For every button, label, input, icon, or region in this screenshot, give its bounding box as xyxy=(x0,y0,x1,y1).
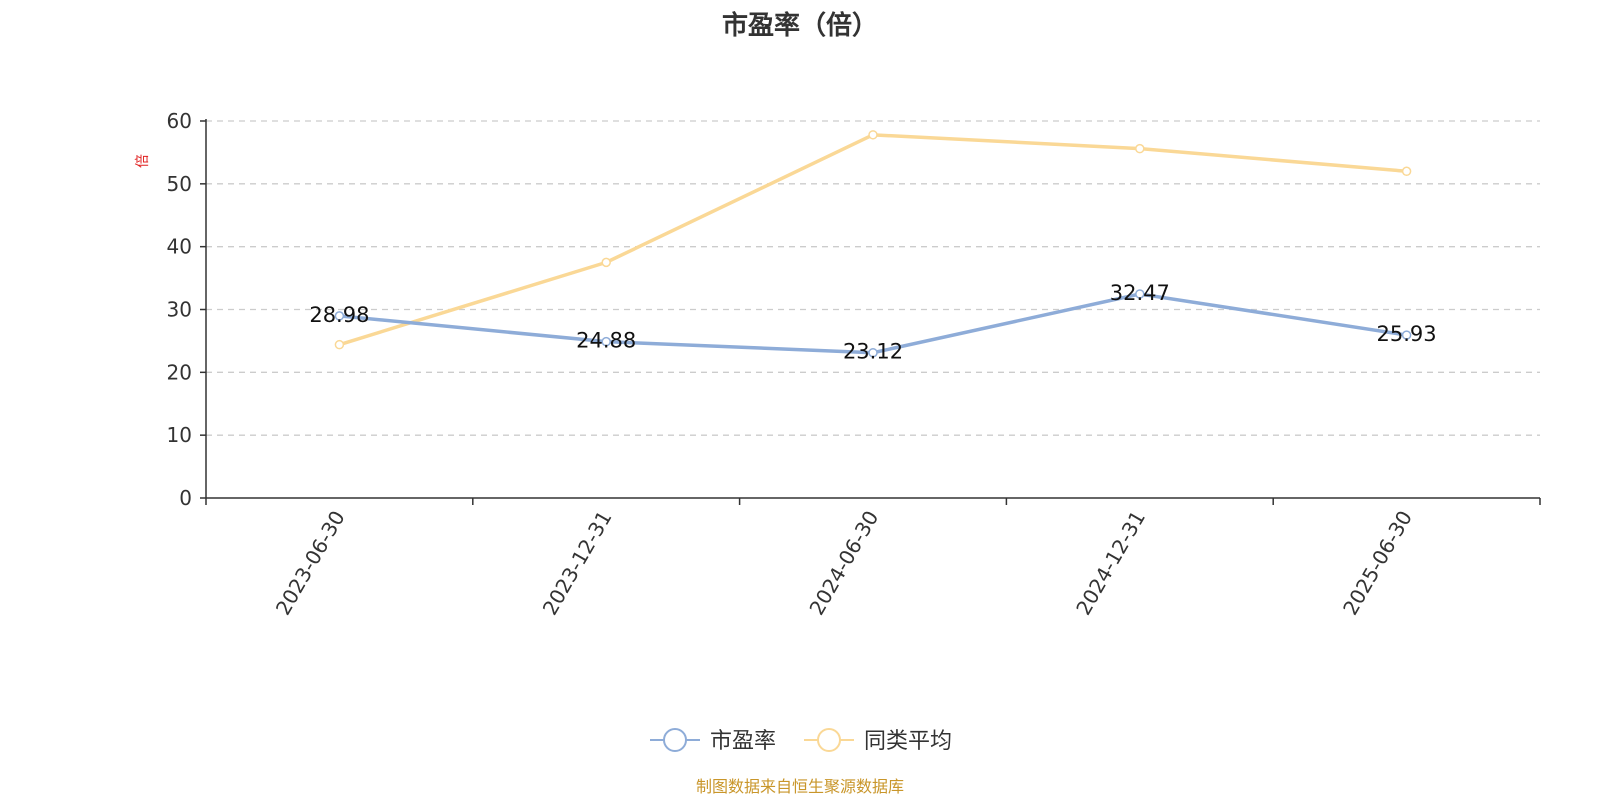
data-point[interactable] xyxy=(334,311,345,321)
x-tick-label: 2023-06-30 xyxy=(271,507,350,620)
axes: 0 10 20 30 40 50 60 2023-06-30 2023-12-31 2024-06… xyxy=(167,109,1541,620)
data-point[interactable] xyxy=(1135,289,1145,299)
source-footer: 制图数据来自恒生聚源数据库 xyxy=(696,777,904,796)
legend-item[interactable]: 市盈率 xyxy=(650,728,776,754)
legend-item[interactable]: 同类平均 xyxy=(804,728,952,754)
data-point[interactable] xyxy=(1135,143,1145,154)
x-tick-label: 2024-12-31 xyxy=(1071,507,1150,620)
data-point[interactable] xyxy=(868,347,878,358)
y-tick-label: 20 xyxy=(167,360,192,384)
data-label: 32.47 xyxy=(1110,281,1170,305)
data-label: 24.88 xyxy=(576,329,636,353)
data-point[interactable] xyxy=(601,336,611,347)
legend-label: 市盈率 xyxy=(710,729,776,754)
y-tick-label: 60 xyxy=(167,109,192,133)
data-point[interactable] xyxy=(1401,166,1412,177)
data-label: 28.98 xyxy=(309,303,369,327)
y-tick-label: 0 xyxy=(179,486,192,510)
x-tick-label: 2025-06-30 xyxy=(1338,507,1417,620)
legend[interactable]: 市盈率 同类平均 xyxy=(650,728,952,754)
data-point[interactable] xyxy=(334,339,345,350)
data-label: 23.12 xyxy=(843,340,903,364)
data-point[interactable] xyxy=(868,130,878,140)
y-tick-label: 10 xyxy=(167,423,192,447)
x-tick-label: 2023-12-31 xyxy=(538,507,617,620)
grid xyxy=(206,120,1540,436)
legend-marker-circle xyxy=(663,728,687,752)
legend-marker-circle xyxy=(817,728,841,752)
series-group: 28.98 24.88 23.12 32.47 25.93 xyxy=(309,130,1437,364)
chart-title: 市盈率（倍） xyxy=(722,10,878,41)
legend-label: 同类平均 xyxy=(864,729,952,754)
data-label: 25.93 xyxy=(1377,322,1437,346)
y-tick-label: 40 xyxy=(167,235,192,259)
x-tick-label: 2024-06-30 xyxy=(804,507,883,620)
y-unit-label-group: 倍 xyxy=(135,154,151,168)
data-point[interactable] xyxy=(601,257,611,268)
data-point[interactable] xyxy=(1401,330,1412,340)
y-tick-label: 30 xyxy=(167,298,192,322)
series-line xyxy=(338,133,1407,347)
y-unit-label: 倍 xyxy=(135,154,151,168)
y-tick-label: 50 xyxy=(167,172,192,196)
